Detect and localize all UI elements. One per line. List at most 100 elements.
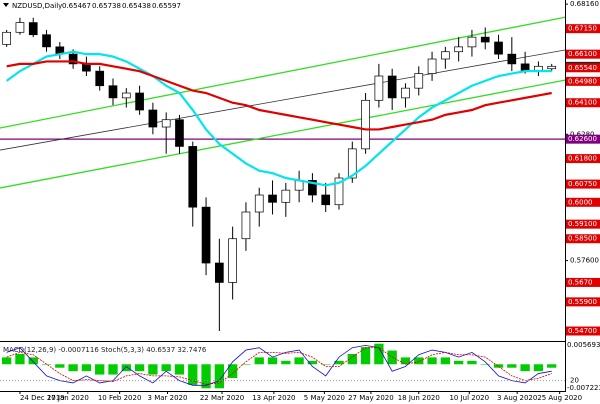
macd-bar [440, 357, 451, 365]
candle-body [387, 75, 397, 99]
price-level-box [566, 197, 600, 207]
price-level-label: 0.61800 [568, 155, 597, 163]
macd-bar [507, 364, 517, 368]
price-level-box [566, 179, 600, 189]
price-level-label: 0.67150 [568, 25, 597, 33]
macd-bar [148, 364, 158, 375]
price-level-box [566, 63, 600, 73]
price-level-label: 0.60750 [568, 180, 597, 188]
candle-body [308, 180, 317, 196]
macd-bar [227, 364, 238, 378]
candle-body [414, 73, 424, 89]
candle-body [108, 85, 118, 99]
macd-bar [360, 347, 371, 365]
candle-body [228, 238, 237, 283]
moving-average [5, 50, 552, 187]
price-level-label: 0.64980 [568, 77, 597, 85]
x-tick-label: 24 Dec 2019 [20, 394, 65, 402]
chart-title: NZDUSD,Daily [12, 2, 62, 10]
candle-body [95, 70, 105, 87]
candle-body [28, 22, 38, 36]
candle-body [121, 92, 131, 99]
macd-bar [547, 364, 557, 368]
price-level-box [566, 326, 600, 336]
candle-body [361, 99, 370, 150]
candle-body [321, 194, 331, 206]
indicator-tick-label: 20 [570, 377, 579, 385]
macd-bar [28, 357, 38, 365]
x-tick-label: 10 Feb 2020 [98, 394, 142, 402]
indicator-tick-label: -0.007223 [567, 384, 600, 392]
price-level-box [566, 76, 600, 86]
macd-bar [414, 357, 424, 365]
x-tick-label: 3 Mar 2020 [148, 394, 188, 402]
macd-bar [241, 364, 251, 365]
moving-average [6, 60, 552, 131]
candle-body [467, 36, 477, 48]
indicator-tick-label: 0.005693 [567, 341, 600, 349]
candle-body [480, 36, 490, 43]
macd-bar [400, 357, 411, 365]
header-value: 0.65467 [62, 2, 91, 10]
macd-bar [294, 357, 304, 365]
price-level-label: 0.6000 [568, 198, 593, 206]
price-level-box [566, 134, 600, 144]
price-level-label: 0.5670 [568, 278, 593, 286]
price-level-box [566, 98, 600, 108]
y-tick-label: 0.68160 [570, 0, 599, 8]
macd-bar [254, 357, 264, 365]
candle-body [188, 146, 198, 208]
price-level-label: 0.54700 [568, 327, 597, 335]
macd-bar [281, 360, 291, 365]
candle-body [135, 92, 144, 111]
price-level-label: 0.65540 [568, 64, 597, 72]
macd-bar [427, 357, 437, 365]
macd-bar [267, 357, 278, 365]
macd-bar [334, 360, 344, 365]
price-level-box [566, 49, 600, 59]
x-tick-label: 5 May 2020 [304, 394, 345, 402]
candle-body [2, 31, 11, 45]
stoch-line [6, 344, 552, 386]
candle-body [268, 194, 277, 203]
candle-body [347, 148, 357, 179]
macd-bar [374, 343, 384, 365]
candle-body [215, 262, 224, 283]
price-level-box [566, 234, 600, 244]
candle-body [241, 211, 251, 240]
macd-bar [108, 364, 118, 375]
trendline [0, 16, 566, 129]
x-tick-label: 25 Aug 2020 [537, 394, 582, 402]
candle-body [334, 177, 344, 206]
candle-body [427, 58, 437, 74]
candle-body [201, 206, 211, 264]
trendline [0, 79, 566, 189]
macd-bar [121, 364, 131, 372]
candle-body [494, 41, 503, 55]
price-level-label: 0.58500 [568, 235, 597, 243]
candle-body [401, 87, 410, 99]
y-tick-label: 0.6280 [570, 130, 595, 138]
price-level-box [566, 154, 600, 164]
macd-bar [1, 357, 12, 365]
header-value: 0.65597 [152, 2, 181, 10]
macd-bar [467, 360, 477, 365]
macd-bar [347, 353, 357, 365]
macd-bar [480, 364, 490, 365]
x-tick-label: 17 Jan 2020 [47, 394, 89, 402]
macd-bar [15, 353, 25, 365]
price-level-label: 0.59100 [568, 220, 597, 228]
price-level-box [566, 219, 600, 229]
macd-bar [134, 364, 145, 372]
candle-body [175, 119, 184, 147]
price-level-box [566, 277, 600, 287]
price-level-box [566, 297, 600, 307]
candle-body [547, 65, 557, 70]
candle-body [68, 53, 78, 65]
macd-bar [188, 364, 198, 385]
x-tick-label: 22 Mar 2020 [200, 394, 244, 402]
macd-bar [55, 364, 65, 368]
y-tick-label: 0.57600 [570, 257, 599, 265]
header-value: 0.65438 [122, 2, 151, 10]
macd-bar [174, 364, 185, 375]
